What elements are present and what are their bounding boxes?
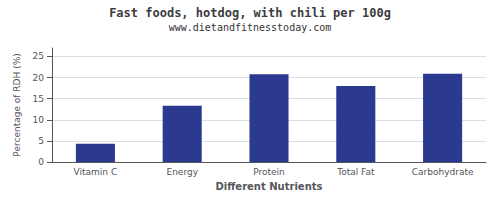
svg-text:0: 0: [38, 157, 44, 167]
svg-text:5: 5: [38, 136, 44, 146]
svg-text:Energy: Energy: [166, 167, 198, 177]
svg-text:Fast foods, hotdog, with chili: Fast foods, hotdog, with chili per 100g: [109, 6, 391, 20]
svg-text:25: 25: [33, 51, 44, 61]
svg-text:Total Fat: Total Fat: [336, 167, 375, 177]
svg-text:Protein: Protein: [253, 167, 285, 177]
svg-text:Percentage of RDH (%): Percentage of RDH (%): [12, 53, 22, 156]
svg-text:Carbohydrate: Carbohydrate: [412, 167, 474, 177]
svg-text:Vitamin C: Vitamin C: [74, 167, 118, 177]
svg-text:15: 15: [33, 94, 44, 104]
svg-text:10: 10: [33, 115, 45, 125]
svg-text:20: 20: [33, 73, 45, 83]
svg-text:Different Nutrients: Different Nutrients: [216, 181, 323, 192]
svg-text:www.dietandfitnesstoday.com: www.dietandfitnesstoday.com: [169, 22, 332, 33]
